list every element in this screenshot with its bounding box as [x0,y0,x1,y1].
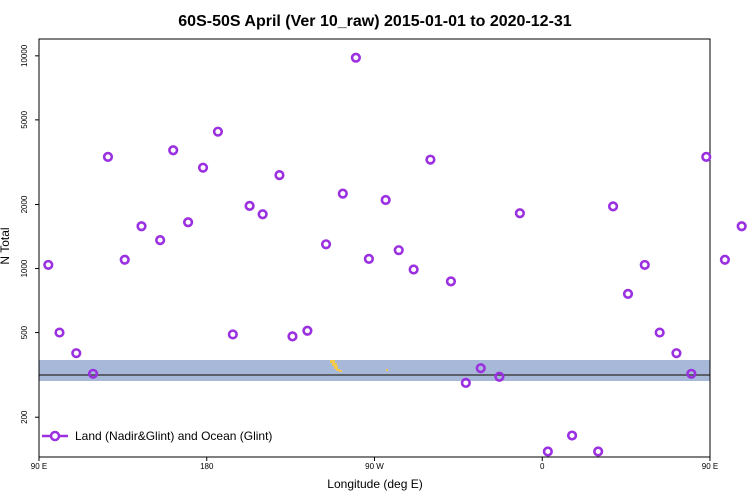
data-point [102,151,114,162]
data-point [425,154,436,165]
data-point [155,235,166,246]
data-point [671,348,682,359]
data-point [168,145,179,156]
data-point [380,194,391,206]
data-point [244,200,255,212]
data-point [622,288,634,299]
data-point [212,126,224,137]
data-point [460,377,471,388]
y-tick-label: 10000 [20,44,29,67]
x-axis-label: Longitude (deg E) [327,477,422,491]
land-mark [334,366,338,369]
data-point [445,276,457,287]
data-point [302,325,313,336]
data-point [593,446,604,457]
land-mark [386,369,388,371]
y-axis: 200 500 1000 2000 5000 10000 [20,44,39,424]
land-mark [336,369,340,371]
data-point [719,254,731,265]
data-point [654,327,665,338]
data-point [136,221,147,232]
legend-marker-swatch [49,430,61,442]
map-band-fill [39,360,710,381]
x-tick-label: 180 [200,462,214,471]
y-tick-label: 2000 [20,195,29,213]
data-point [337,188,348,199]
data-point [736,221,747,232]
data-point [119,254,130,265]
x-axis: 90 E 180 90 W 0 90 E [31,457,718,471]
land-mark [339,370,342,372]
land-mark [330,360,335,363]
y-tick-label: 1000 [20,259,29,277]
x-tick-label: 90 E [31,462,47,471]
legend-entry-label: Land (Nadir&Glint) and Ocean (Glint) [75,429,272,443]
legend: Land (Nadir&Glint) and Ocean (Glint) [42,429,272,443]
data-point [274,169,285,181]
data-point [287,331,298,342]
x-tick-label: 0 [540,462,545,471]
x-tick-label: 90 W [365,462,384,471]
data-point [494,371,505,382]
data-point [566,430,578,441]
data-point [257,209,268,220]
data-point [350,52,361,63]
data-point [320,239,332,250]
map-band [39,360,710,381]
data-point [227,329,238,340]
x-tick-label: 90 E [702,462,718,471]
data-point [542,446,553,457]
data-point [363,253,375,264]
data-point [408,264,419,275]
data-points [43,52,747,457]
data-point [686,368,697,379]
data-point [71,348,82,359]
y-axis-label: N Total [0,227,12,264]
data-point [514,208,525,219]
data-point [475,363,486,374]
data-point [43,259,54,271]
land-marks [330,360,388,372]
y-tick-label: 500 [20,325,29,339]
data-point [607,201,619,212]
data-point [701,151,712,162]
data-point [639,259,650,271]
land-mark [332,363,337,366]
chart-title: 60S-50S April (Ver 10_raw) 2015-01-01 to… [178,13,572,30]
data-point [54,327,65,338]
data-point [183,217,194,228]
data-point [87,368,99,379]
data-point [197,162,209,173]
data-point [393,245,404,256]
y-tick-label: 200 [20,410,29,424]
plot-frame [38,38,711,458]
y-tick-label: 5000 [20,110,29,128]
